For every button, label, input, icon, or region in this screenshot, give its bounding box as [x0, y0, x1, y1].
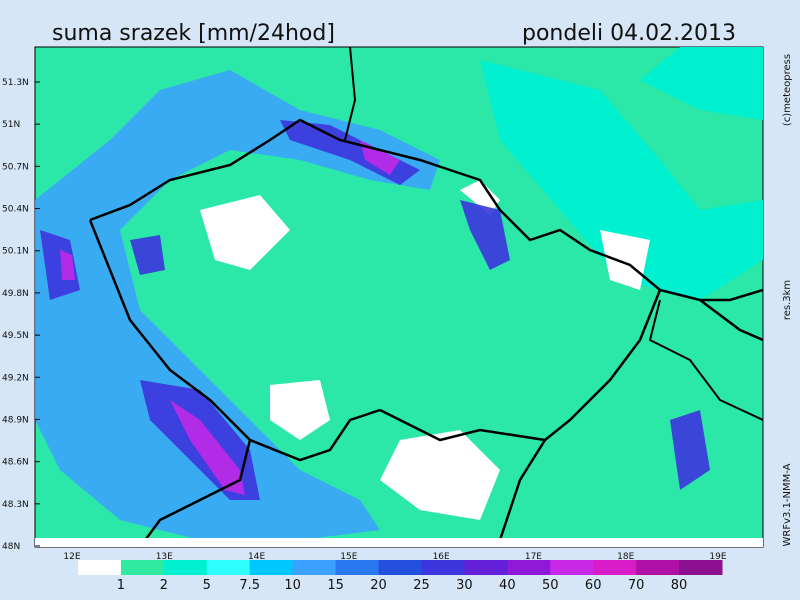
legend-label: 40 [499, 578, 516, 593]
legend-label: 20 [370, 578, 387, 593]
legend-swatch [421, 560, 465, 575]
lat-label: 48N [2, 542, 20, 552]
lat-label: 48.3N [2, 500, 29, 510]
lat-label: 49.8N [2, 289, 29, 299]
legend-swatch [78, 560, 122, 575]
legend-swatch [507, 560, 551, 575]
legend-label: 30 [456, 578, 473, 593]
legend-swatch [292, 560, 337, 575]
legend-swatch [120, 560, 165, 575]
lat-label: 50.7N [2, 162, 29, 172]
lon-label: 13E [156, 552, 173, 562]
side-label: WRFv3.1-NMM-A [782, 463, 793, 546]
lon-label: 15E [340, 552, 357, 562]
legend-swatch [464, 560, 508, 575]
lat-label: 51.3N [2, 78, 29, 88]
lon-label: 18E [617, 552, 634, 562]
legend-label: 10 [284, 578, 301, 593]
legend-label: 1 [117, 578, 125, 593]
legend-label: 15 [327, 578, 344, 593]
side-label: res.3km [782, 280, 793, 320]
lon-label: 16E [433, 552, 450, 562]
legend-label: 2 [160, 578, 168, 593]
lat-label: 49.2N [2, 373, 29, 383]
legend-swatch [378, 560, 422, 575]
legend-label: 5 [203, 578, 211, 593]
lon-label: 19E [709, 552, 726, 562]
legend-label: 60 [585, 578, 602, 593]
legend-swatch [335, 560, 380, 575]
legend-label: 25 [413, 578, 430, 593]
legend-swatch [593, 560, 637, 575]
legend-swatch [249, 560, 294, 575]
lat-label: 50.4N [2, 205, 29, 215]
legend-label: 7.5 [239, 578, 260, 593]
map-area [34, 46, 764, 548]
legend-label: 50 [542, 578, 559, 593]
legend-label: 70 [628, 578, 645, 593]
map-bottom-strip [35, 538, 763, 547]
legend-swatch [550, 560, 594, 575]
legend-swatch [206, 560, 251, 575]
side-label: (c)meteopress [782, 54, 793, 126]
area-cyan [480, 47, 763, 300]
lat-label: 48.6N [2, 458, 29, 468]
area-heavy [35, 70, 440, 540]
lat-label: 49.5N [2, 331, 29, 341]
borders-other [344, 46, 764, 421]
area-very-heavy [40, 120, 710, 500]
lat-label: 51N [2, 120, 20, 130]
lon-label: 17E [525, 552, 542, 562]
legend-swatch [163, 560, 208, 575]
legend-swatch [636, 560, 680, 575]
title: suma srazek [mm/24hod] [52, 21, 335, 46]
lat-label: 50.1N [2, 247, 29, 257]
legend-label: 80 [671, 578, 688, 593]
borders [88, 118, 764, 548]
lon-label: 12E [63, 552, 80, 562]
date: pondeli 04.02.2013 [522, 21, 736, 46]
lat-label: 48.9N [2, 415, 29, 425]
lon-label: 14E [248, 552, 265, 562]
area-dry [200, 180, 650, 520]
legend-swatch [679, 560, 723, 575]
